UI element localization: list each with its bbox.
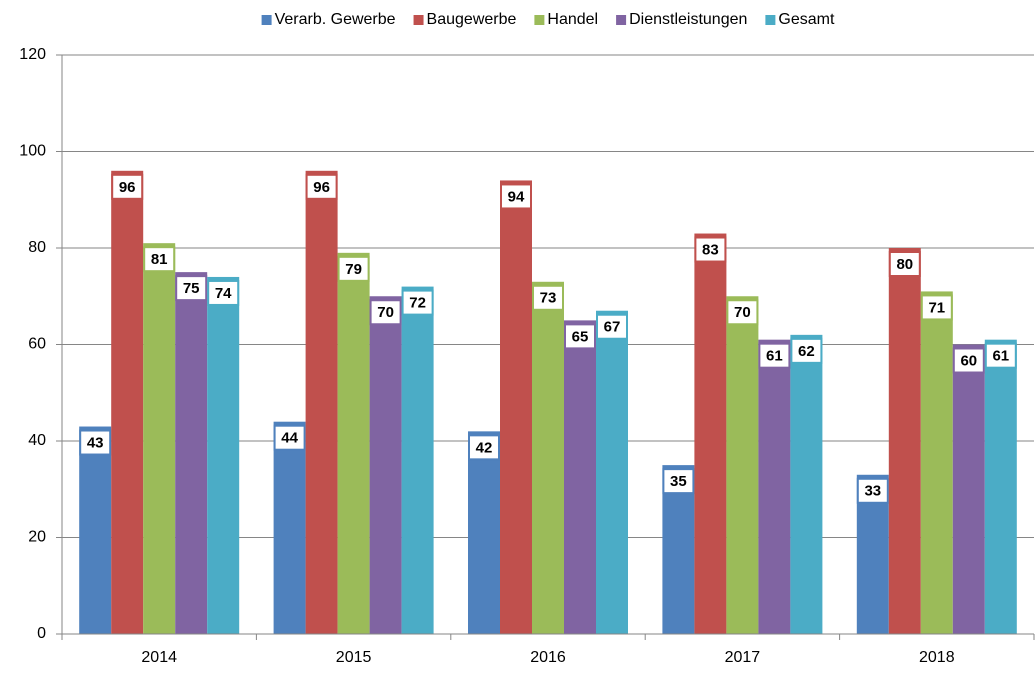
bar (726, 296, 759, 634)
value-label: 65 (572, 328, 589, 345)
y-tick-label: 80 (28, 239, 46, 256)
value-label-box (564, 323, 596, 350)
legend-label: Baugewerbe (427, 11, 517, 28)
bar (790, 334, 823, 634)
x-tick-label: 2018 (919, 649, 955, 666)
value-label: 67 (604, 319, 621, 336)
legend-label: Verarb. Gewerbe (275, 11, 396, 28)
value-label-box (79, 429, 112, 456)
value-label-box (726, 299, 759, 326)
bar (532, 281, 564, 634)
value-label: 96 (313, 179, 330, 196)
value-label-box (662, 468, 695, 495)
legend-label: Dienstleistungen (629, 11, 747, 28)
y-tick-label: 60 (28, 336, 46, 353)
value-label: 35 (670, 473, 687, 490)
value-label-box (694, 236, 727, 263)
value-label-box (401, 289, 434, 316)
bar (694, 233, 727, 634)
bar (401, 286, 434, 634)
value-label-box (305, 173, 338, 200)
bar (888, 248, 921, 634)
bar (175, 272, 208, 634)
x-tick-label: 2014 (141, 649, 177, 666)
value-label-box (856, 477, 889, 504)
bar (952, 344, 985, 634)
value-label: 62 (798, 343, 815, 360)
value-label: 33 (864, 483, 881, 500)
x-tick-label: 2015 (336, 649, 372, 666)
bar (143, 243, 176, 635)
value-label-box (143, 246, 176, 273)
y-tick-label: 100 (19, 143, 46, 160)
value-label: 43 (87, 434, 104, 451)
value-label: 94 (508, 188, 525, 205)
value-label: 79 (345, 261, 362, 278)
value-label-box (984, 342, 1017, 369)
value-label-box (790, 337, 823, 364)
value-label-box (888, 251, 921, 277)
value-label-box (532, 284, 564, 311)
value-label-box (468, 434, 500, 461)
bar (369, 296, 402, 634)
x-tick-label: 2017 (725, 649, 761, 666)
value-label-box (758, 342, 791, 369)
value-label: 81 (151, 251, 168, 268)
value-label: 80 (896, 256, 913, 273)
value-label-box (175, 275, 208, 302)
value-label: 83 (702, 241, 719, 258)
legend-label: Gesamt (778, 11, 835, 28)
legend-label: Handel (547, 11, 598, 28)
bar (79, 426, 112, 634)
value-label: 72 (409, 295, 426, 312)
value-label: 73 (540, 290, 557, 307)
bar (468, 431, 500, 634)
value-label: 61 (766, 348, 783, 365)
y-tick-label: 20 (28, 529, 46, 546)
value-label-box (952, 347, 985, 374)
x-tick-label: 2016 (530, 649, 566, 666)
bar (758, 339, 791, 634)
bar (500, 180, 532, 634)
legend-swatch (765, 15, 776, 25)
value-label: 75 (183, 280, 200, 297)
value-label: 61 (992, 348, 1009, 365)
bar (984, 339, 1017, 634)
bar (207, 276, 240, 634)
y-tick-label: 120 (19, 46, 46, 63)
value-label: 44 (281, 430, 298, 447)
value-label-box (596, 313, 628, 340)
value-label-box (207, 279, 240, 306)
value-label-box (500, 183, 532, 210)
value-label: 74 (215, 285, 232, 302)
bar (920, 291, 953, 634)
value-label: 70 (734, 304, 751, 321)
legend-swatch (261, 15, 272, 25)
value-label-box (920, 294, 953, 321)
value-label: 96 (119, 179, 136, 196)
y-tick-label: 40 (28, 432, 46, 449)
value-label: 71 (928, 299, 945, 316)
legend-swatch (616, 15, 627, 25)
bar (305, 170, 338, 635)
bar (111, 170, 144, 635)
value-label-box (273, 424, 306, 451)
value-label-box (337, 255, 370, 282)
bar (337, 252, 370, 634)
legend-swatch (534, 15, 545, 25)
legend-swatch (413, 15, 424, 25)
value-label: 42 (476, 439, 493, 456)
bar (273, 421, 306, 634)
y-tick-label: 0 (37, 625, 46, 642)
value-label: 70 (377, 304, 394, 321)
value-label: 60 (960, 352, 977, 369)
legend: Verarb. Gewerbe Baugewerbe Handel Dienstlei… (261, 11, 835, 28)
value-label-box (369, 299, 402, 326)
bar (564, 320, 596, 634)
bar (596, 310, 628, 634)
value-label-box (111, 173, 144, 200)
